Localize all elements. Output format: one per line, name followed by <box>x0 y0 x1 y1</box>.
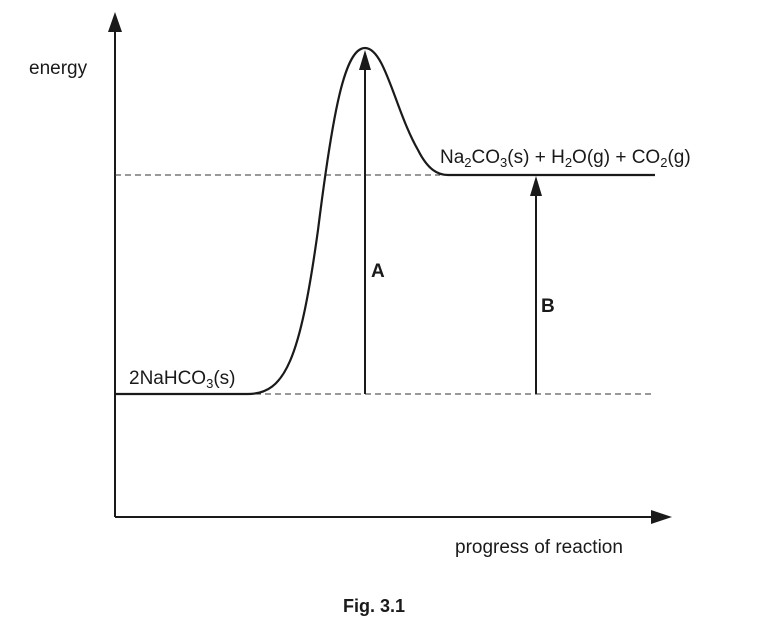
reactant-label: 2NaHCO3(s) <box>129 368 236 391</box>
arrow-a-label: A <box>371 261 385 282</box>
arrow-b-label: B <box>541 296 555 317</box>
arrow-b-head <box>530 176 542 196</box>
energy-profile-curve <box>115 46 655 396</box>
y-axis-arrowhead <box>108 12 122 32</box>
x-axis-arrowhead <box>651 510 672 524</box>
y-axis-label: energy <box>29 58 88 79</box>
arrow-a-head <box>359 50 371 70</box>
x-axis-label: progress of reaction <box>455 537 623 558</box>
product-label: Na2CO3(s) + H2O(g) + CO2(g) <box>440 147 691 170</box>
figure-caption: Fig. 3.1 <box>343 596 406 616</box>
